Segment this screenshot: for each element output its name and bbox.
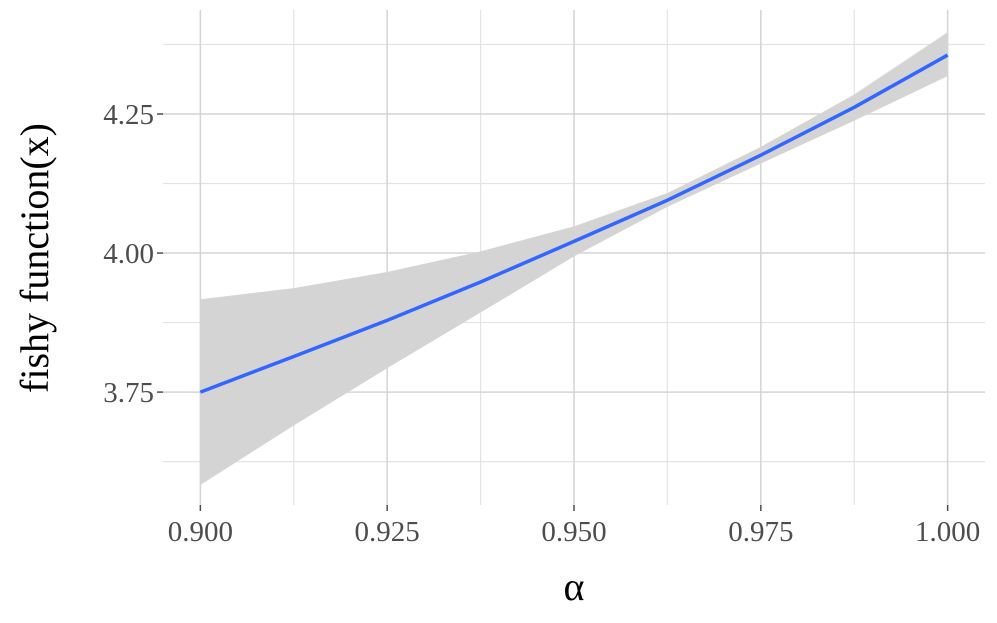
line [199, 53, 949, 394]
axes: 3.75 4.00 4.25 0.900 0.925 0.950 0.975 1.000 [103, 99, 980, 548]
y-tick-label: 4.00 [103, 238, 154, 270]
grid [163, 10, 985, 505]
y-tick-label: 3.75 [103, 377, 154, 409]
x-tick-label: 0.925 [355, 516, 420, 548]
y-axis-title: fishy function(x) [12, 123, 57, 393]
x-tick-label: 0.975 [728, 516, 793, 548]
x-axis-title: α [564, 564, 585, 609]
x-tick-label: 0.900 [168, 516, 233, 548]
x-tick-label: 0.950 [541, 516, 606, 548]
plot-area [199, 32, 949, 485]
x-tick-label: 1.000 [915, 516, 980, 548]
y-tick-label: 4.25 [103, 99, 154, 131]
